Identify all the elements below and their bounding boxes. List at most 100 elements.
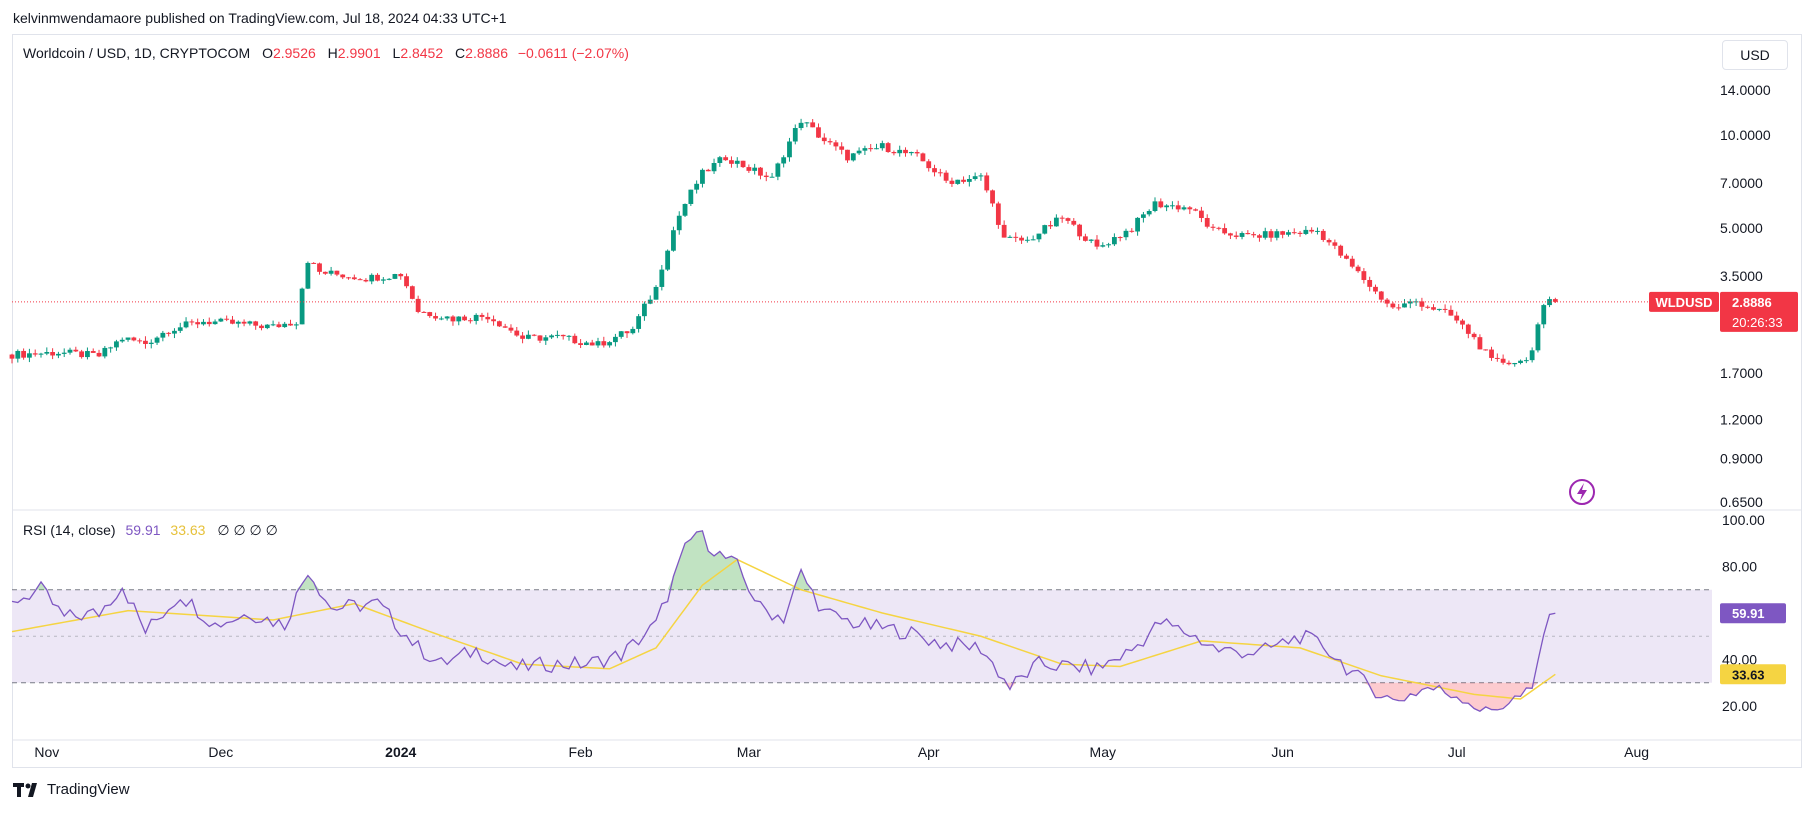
candle-body	[96, 352, 102, 357]
rsi-name: RSI (14, close)	[23, 522, 116, 538]
candle-body	[276, 324, 282, 328]
price-axis: 14.000010.00007.00005.00003.50002.50001.…	[1569, 82, 1798, 510]
candle-body	[311, 262, 317, 264]
candle-body	[1332, 242, 1338, 246]
legend-high: 2.9901	[337, 45, 381, 61]
price-tick-label: 0.6500	[1720, 494, 1763, 510]
legend-symbol: Worldcoin / USD, 1D, CRYPTOCOM	[23, 45, 251, 61]
candle-body	[1535, 324, 1541, 351]
candle-body	[1465, 324, 1471, 334]
candle-body	[717, 157, 723, 164]
currency-button[interactable]: USD	[1722, 40, 1788, 70]
candle-body	[804, 122, 810, 124]
time-tick-label: Feb	[569, 744, 593, 760]
candle-body	[572, 335, 578, 344]
candle-body	[758, 167, 763, 176]
footer-brand-label: TradingView	[47, 781, 130, 798]
candle-body	[624, 331, 630, 334]
price-tick-label: 5.0000	[1720, 220, 1763, 236]
candle-body	[1494, 357, 1500, 359]
candle-body	[299, 288, 305, 325]
candle-body	[502, 326, 508, 328]
candle-body	[595, 341, 601, 346]
candle-body	[264, 324, 270, 329]
lightning-icon[interactable]	[1569, 479, 1595, 505]
candle-body	[700, 169, 705, 184]
candle-body	[1094, 239, 1100, 247]
price-tick-label: 7.0000	[1720, 175, 1763, 191]
rsi-pane: 100.00 80.00 40.00 20.00 59.91 33.63	[11, 512, 1786, 714]
symbol-tag	[1649, 291, 1719, 312]
candle-body	[525, 334, 531, 339]
candle-body	[566, 335, 572, 337]
candle-body	[73, 349, 79, 352]
candle-body	[827, 141, 833, 143]
candle-body	[1552, 299, 1558, 302]
candle-body	[90, 351, 96, 353]
candle-body	[949, 180, 955, 184]
candle-body	[1518, 360, 1523, 364]
candle-body	[404, 276, 409, 287]
candle-body	[1123, 230, 1129, 238]
time-tick-label: Dec	[208, 744, 233, 760]
legend-open: 2.9526	[272, 45, 316, 61]
candle-body	[1291, 232, 1297, 234]
candle-body	[885, 143, 891, 153]
candle-body	[1164, 205, 1170, 208]
candle-body	[1001, 224, 1007, 238]
candle-body	[172, 330, 177, 334]
rsi-ma-tag-label: 33.63	[1732, 667, 1765, 682]
candle-body	[195, 322, 201, 325]
candle-body	[450, 316, 456, 322]
candle-body	[224, 318, 230, 320]
candle-body	[1204, 217, 1210, 227]
candle-body	[601, 341, 607, 346]
candle-body	[937, 172, 943, 174]
candle-body	[740, 160, 746, 168]
rsi-tick-label: 40.00	[1722, 652, 1757, 668]
candle-body	[154, 337, 160, 343]
candle-body	[932, 168, 937, 173]
candle-body	[61, 352, 67, 354]
candle-body	[868, 148, 874, 150]
candle-body	[1019, 237, 1024, 241]
candles	[9, 118, 1712, 367]
candle-body	[363, 279, 369, 282]
candle-body	[990, 190, 995, 204]
candle-body	[1500, 358, 1506, 363]
legend-low-label: L	[392, 45, 401, 61]
candle-body	[584, 342, 589, 345]
candle-body	[862, 148, 868, 151]
candle-body	[839, 146, 845, 150]
candle-body	[369, 274, 375, 282]
candle-body	[1100, 245, 1106, 247]
candle-body	[317, 263, 322, 272]
candle-body	[1181, 207, 1187, 210]
footer-brand[interactable]: TradingView	[13, 781, 130, 798]
candle-body	[444, 316, 450, 319]
candle-body	[143, 340, 148, 344]
candle-body	[380, 279, 386, 281]
candle-body	[874, 148, 879, 150]
candle-body	[1170, 205, 1175, 207]
candle-body	[1442, 308, 1448, 310]
candle-body	[183, 321, 189, 328]
candle-body	[775, 163, 781, 177]
candle-body	[1402, 303, 1407, 308]
time-axis: Nov Dec 2024 Feb Mar Apr May Jun Jul Aug	[34, 744, 1649, 760]
candle-body	[1228, 233, 1233, 236]
candle-body	[920, 153, 926, 162]
candle-body	[995, 203, 1001, 225]
candle-body	[357, 279, 363, 281]
candle-body	[79, 351, 85, 358]
candle-body	[1210, 226, 1216, 228]
candle-body	[787, 141, 792, 158]
time-tick-label: Jun	[1271, 744, 1294, 760]
candle-body	[230, 319, 235, 324]
candle-body	[1175, 205, 1181, 210]
candle-body	[1036, 233, 1042, 240]
candle-body	[288, 323, 293, 326]
candle-body	[1489, 349, 1494, 358]
candle-body	[763, 175, 769, 178]
